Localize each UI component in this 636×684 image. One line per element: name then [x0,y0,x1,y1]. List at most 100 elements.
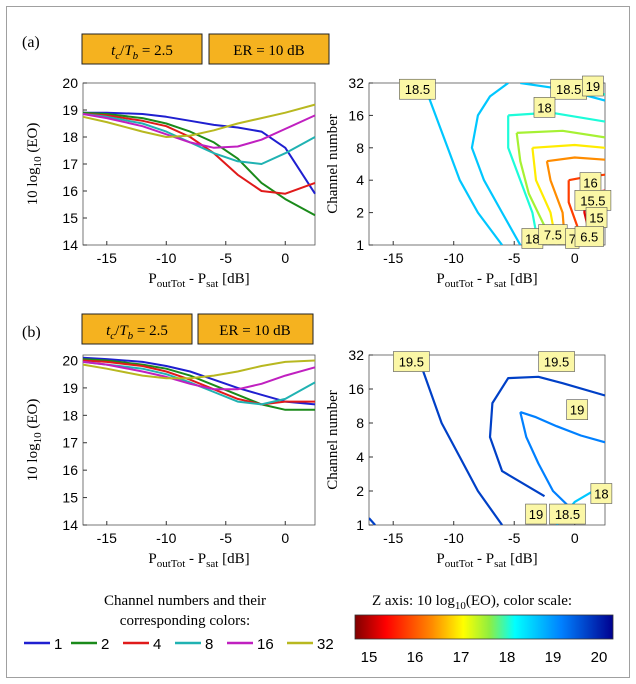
colorbar-tick-label: 20 [591,649,608,666]
svg-text:1: 1 [54,636,62,653]
panel-b-contour-contour-label: 19.5 [393,351,430,372]
svg-text:19: 19 [586,79,600,94]
panel-b-line-ytick-label: 17 [62,435,78,451]
panel-a-badge-er: ER = 10 dB [208,33,330,65]
svg-text:18: 18 [525,231,539,246]
panel-b-badge-er: ER = 10 dB [197,313,314,345]
panel-a-line-series-16-line [82,113,316,149]
colorbar-gradient [354,614,614,640]
panel-b-contour-ytick-label: 8 [356,415,364,431]
panel-a-contour-xtick-label: -10 [444,250,464,266]
panel-a-contour-ytick-label: 4 [356,172,364,188]
panel-b-line-xtick-label: -5 [220,530,233,546]
panel-a-line-xtick-label: 0 [281,250,289,266]
svg-text:16: 16 [583,176,597,191]
legend-item-1: 1 [24,636,62,653]
panel-b-contour-contour-label: 19 [566,399,588,420]
colorbar-tick-label: 16 [407,649,424,666]
panel-a-contour-contour-label: 7.5 [538,224,568,245]
panel-b-line-xtick-label: 0 [281,530,289,546]
svg-text:4: 4 [153,636,161,653]
panel-b-er-text: ER = 10 dB [219,323,290,339]
panel-a-line-ytick-label: 15 [62,210,78,226]
svg-text:32: 32 [317,636,334,653]
legend-title-line2: corresponding colors: [120,613,250,629]
svg-text:16: 16 [257,636,274,653]
panel-a-contour-xtick-label: -5 [508,250,521,266]
panel-b-line-ytick-label: 19 [62,380,78,396]
panel-b-line-series-16-line [82,360,316,391]
panel-b-line-xlabel: PoutTot - Psat [dB] [148,551,249,570]
panel-a-contour-ytick-label: 1 [356,237,364,253]
svg-text:19.5: 19.5 [544,355,569,370]
panel-b-line-series-1-line [82,356,316,406]
panel-a-contour-contour-label: 18.5 [550,78,587,100]
panel-b-contour-contour-19_5 [369,517,376,525]
panel-a-line-xtick-label: -15 [97,250,117,266]
panel-b-line-axes-box [82,354,316,526]
panel-a-er-text: ER = 10 dB [233,43,304,59]
panel-b-contour-contour-19_5 [416,355,503,525]
panel-b-badge-ratio: tc/Tb = 2.5 [81,313,193,345]
legend-item-32: 32 [287,636,334,653]
svg-text:18.5: 18.5 [405,82,430,97]
panel-a-contour-contour-label: 18.5 [399,78,436,100]
panel-a-contour-xtick-label: 0 [571,250,579,266]
svg-text:19.5: 19.5 [399,355,424,370]
panel-b-contour-xtick-label: 0 [571,530,579,546]
svg-text:18: 18 [537,100,551,115]
panel-a-contour-ylabel: Channel number [325,114,341,214]
svg-text:18.5: 18.5 [556,82,581,97]
panel-a-contour-contour-16_5 [546,156,605,163]
panel-b-contour-xtick-label: -15 [383,530,403,546]
panel-b-contour-contour-19_5 [488,375,605,498]
svg-text:15: 15 [589,211,603,226]
panel-a-contour-contour-label: 15.5 [574,190,612,211]
panel-a-line-xtick-label: -10 [156,250,176,266]
panel-b-contour-ytick-label: 2 [356,483,364,499]
panel-b-contour-chart: -15 -10 -5 0 1 2 4 8 16 32 PoutTot - Psat [dB] Chan… [325,347,613,570]
panel-a-label: (a) [22,34,40,51]
panel-b-contour-xlabel: PoutTot - Psat [dB] [436,551,537,570]
panel-a-line-xlabel: PoutTot - Psat [dB] [148,271,249,290]
panel-b-contour-contour-19 [519,411,605,444]
panel-a-line-series-32-line [82,103,316,138]
panel-b-line-ytick-label: 14 [62,517,78,533]
panel-a-contour-contour-18_5 [470,83,522,245]
panel-b-contour-contour-label: 19.5 [538,351,575,372]
panel-a-contour-ytick-label: 16 [348,107,364,123]
svg-text:15.5: 15.5 [580,193,605,208]
panel-a-contour-chart: -15 -10 -5 0 1 2 4 8 16 32 PoutTot - Psat [dB] Chan… [325,75,612,290]
panel-a-line-series-8-line [82,113,316,165]
panel-b-line-xtick-label: -15 [97,530,117,546]
colorbar-tick-label: 15 [361,649,378,666]
panel-a-line-ytick-label: 18 [62,129,78,145]
panel-a-line-chart: -15 -10 -5 0 14 15 16 17 18 19 20 PoutTot - Psat [d… [25,75,316,290]
panel-b-line-series-32-line [82,359,316,380]
panel-b-contour-ylabel: Channel number [325,390,341,490]
panel-a-contour-contour-label: 19 [582,75,604,97]
panel-b-contour-contour-label: 18 [590,483,613,504]
svg-text:18.5: 18.5 [555,507,580,522]
panel-b-line-xtick-label: -10 [156,530,176,546]
panel-a-contour-contour-17_5 [516,129,605,139]
panel-a-contour-xtick-label: -15 [383,250,403,266]
panel-a-contour-contour-label: 16 [579,172,602,193]
panel-b-line-ytick-label: 18 [62,407,78,423]
panel-b-line-ytick-label: 16 [62,462,78,478]
panel-b-contour-ytick-label: 32 [348,347,364,363]
panel-b-contour-axes-box [368,354,606,526]
legend-item-2: 2 [71,636,109,653]
panel-a-line-ytick-label: 17 [62,156,78,172]
panel-b-contour-contour-label: 18.5 [549,503,586,525]
svg-text:6.5: 6.5 [580,229,598,244]
panel-a-contour-ytick-label: 32 [348,75,364,91]
panel-b-line-ytick-label: 20 [62,352,78,368]
svg-text:7.5: 7.5 [544,228,562,243]
panel-a-contour-contour-label: 18 [533,97,556,118]
panel-b-contour-xtick-label: -10 [444,530,464,546]
panel-a-contour-xlabel: PoutTot - Psat [dB] [436,271,537,290]
panel-a-contour-ytick-label: 8 [356,140,364,156]
colorbar-tick-label: 19 [545,649,562,666]
